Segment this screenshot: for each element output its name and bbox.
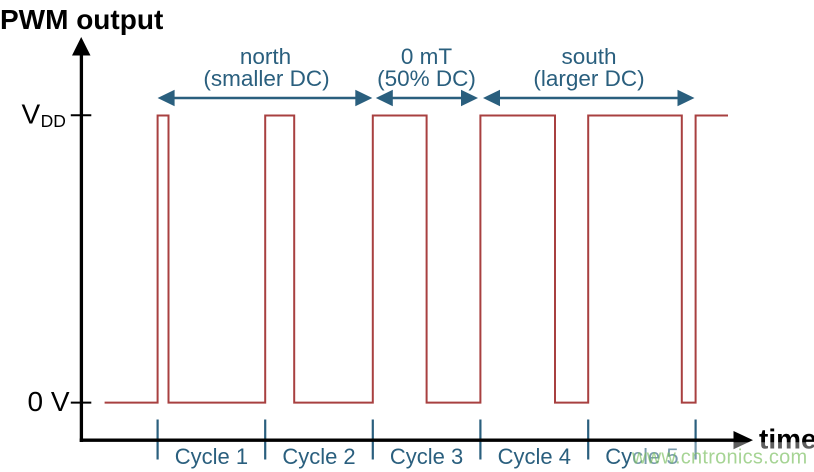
svg-text:Cycle 5: Cycle 5 <box>605 444 678 469</box>
svg-text:north: north <box>240 44 291 69</box>
svg-text:0 V: 0 V <box>28 386 70 417</box>
svg-text:Cycle 3: Cycle 3 <box>390 444 463 469</box>
svg-text:time: time <box>759 424 814 455</box>
svg-text:PWM output: PWM output <box>0 4 163 35</box>
svg-text:(larger DC): (larger DC) <box>533 66 644 91</box>
svg-text:DD: DD <box>41 111 66 131</box>
svg-text:www.cntronics.com: www.cntronics.com <box>631 446 807 468</box>
svg-text:(50% DC): (50% DC) <box>377 66 476 91</box>
svg-text:Cycle 4: Cycle 4 <box>498 444 571 469</box>
svg-text:V: V <box>22 99 41 130</box>
svg-text:0 mT: 0 mT <box>401 44 453 69</box>
svg-text:Cycle 2: Cycle 2 <box>282 444 355 469</box>
svg-text:(smaller DC): (smaller DC) <box>203 66 329 91</box>
svg-text:south: south <box>561 44 616 69</box>
svg-text:Cycle 1: Cycle 1 <box>175 444 248 469</box>
